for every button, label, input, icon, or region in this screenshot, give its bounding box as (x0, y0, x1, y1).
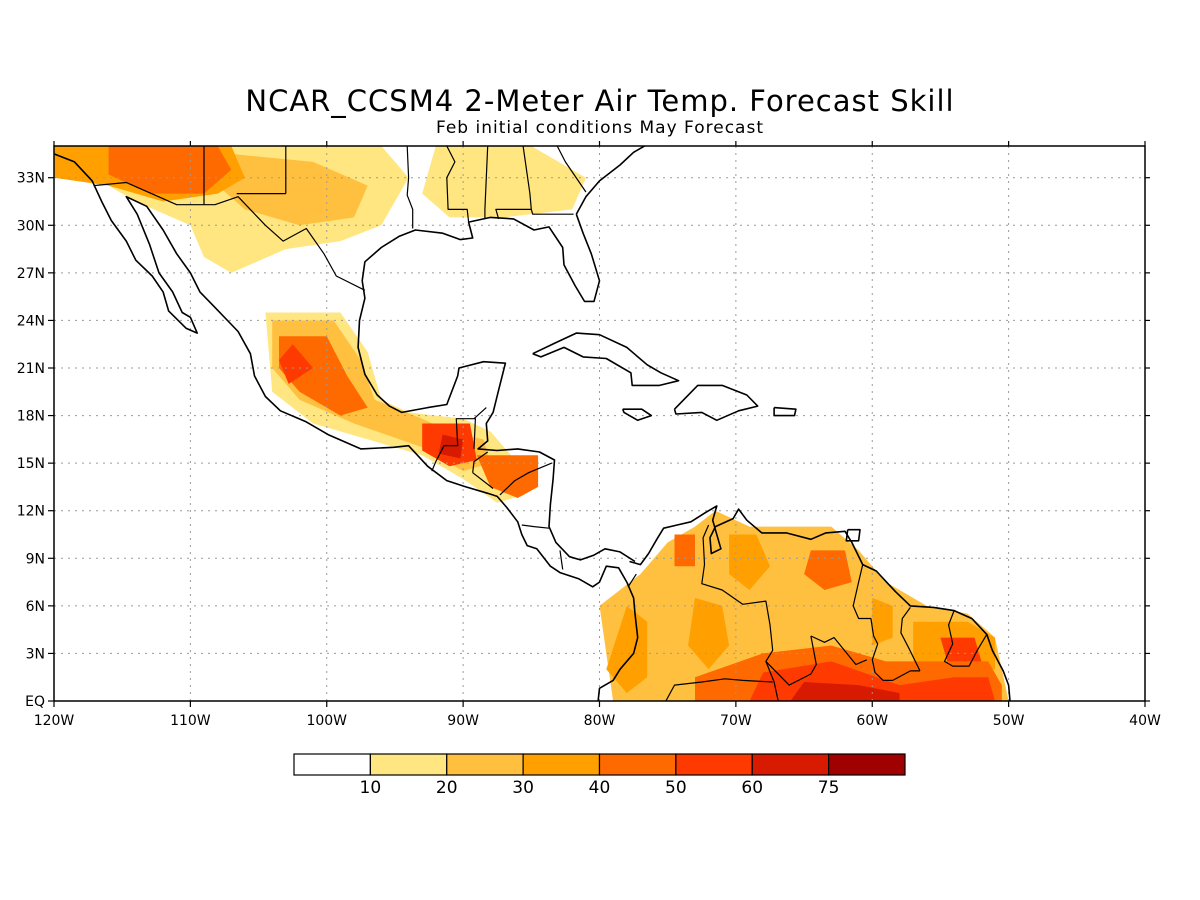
y-tick-label: 21N (17, 361, 45, 377)
y-tick-label: 15N (17, 456, 45, 472)
skill-region (790, 682, 900, 701)
political-border (943, 610, 988, 667)
coastline (357, 213, 636, 563)
colorbar-swatch (293, 753, 371, 776)
borders-layer (93, 146, 988, 701)
colorbar: 10 20 30 40 50 60 75 (293, 753, 906, 798)
political-border (93, 181, 366, 291)
x-tick-label: 120W (34, 713, 75, 729)
x-tick-label: 110W (170, 713, 211, 729)
political-border (852, 564, 920, 682)
colorbar-swatch (446, 753, 524, 776)
colorbar-swatch (598, 753, 677, 776)
colorbar-label: 20 (436, 778, 458, 798)
y-tick-label: 27N (17, 266, 45, 282)
skill-region (729, 534, 770, 590)
political-border (521, 524, 550, 529)
y-tick-label: 30N (17, 218, 45, 234)
coastline (532, 332, 680, 387)
political-border (484, 146, 489, 219)
x-tick-label: 40W (1129, 713, 1161, 729)
y-tick-label: 9N (26, 551, 45, 567)
political-border (431, 418, 476, 472)
colorbar-swatch (828, 753, 906, 776)
coastline (773, 406, 797, 417)
x-tick-label: 50W (993, 713, 1025, 729)
coastline (54, 153, 639, 701)
y-tick-label: 12N (17, 504, 45, 520)
x-tick-label: 80W (584, 713, 616, 729)
colorbar-swatch (369, 753, 448, 776)
skill-region (217, 153, 368, 226)
colorbar-label: 60 (741, 778, 763, 798)
y-tick-label: 6N (26, 599, 45, 615)
x-tick-label: 90W (447, 713, 479, 729)
political-border (446, 146, 470, 223)
skill-region (940, 637, 982, 662)
political-border (530, 209, 574, 215)
colorbar-swatch (751, 753, 830, 776)
colorbar-label: 10 (360, 778, 382, 798)
political-border (900, 607, 921, 672)
skill-region (279, 344, 314, 384)
colorbar-label: 75 (818, 778, 840, 798)
coastline (621, 408, 653, 422)
colorbar-label: 50 (665, 778, 687, 798)
skill-region (108, 146, 232, 194)
political-border (701, 524, 779, 701)
skill-region (422, 146, 586, 218)
y-tick-label: 33N (17, 171, 45, 187)
political-border (627, 573, 637, 588)
map-subtitle: Feb initial conditions May Forecast (435, 118, 764, 138)
coastline (673, 384, 759, 422)
political-border (499, 462, 553, 496)
y-tick-label: 3N (26, 646, 45, 662)
x-tick-label: 70W (720, 713, 752, 729)
coastline (845, 528, 861, 542)
colorbar-label: 30 (512, 778, 534, 798)
colorbar-label: 40 (589, 778, 611, 798)
political-border (406, 146, 414, 229)
y-tick-label: 18N (17, 409, 45, 425)
skill-region (804, 550, 852, 590)
coastline (575, 146, 645, 215)
skill-region (872, 597, 893, 646)
political-border (765, 635, 817, 686)
political-border (665, 678, 773, 701)
skill-region (688, 597, 730, 670)
x-tick-label: 60W (856, 713, 888, 729)
political-border (472, 451, 489, 473)
coastline (629, 505, 1011, 701)
y-tick-label: 24N (17, 313, 45, 329)
colorbar-swatch (675, 753, 753, 776)
political-border (559, 550, 564, 570)
y-tick-label: EQ (25, 694, 45, 710)
axis-ticks: 120W 110W 100W 90W 80W 70W 60W 50W 40W EQ 3N 6N 9N 12… (17, 141, 1161, 729)
x-tick-label: 100W (306, 713, 347, 729)
colorbar-swatch (522, 753, 601, 776)
political-border (556, 146, 587, 193)
skill-region (674, 534, 695, 567)
political-border (472, 472, 494, 489)
coastline-layer (54, 146, 1011, 701)
political-border (473, 407, 487, 420)
political-border (810, 635, 868, 666)
map-title: NCAR_CCSM4 2-Meter Air Temp. Forecast Sk… (245, 84, 955, 118)
